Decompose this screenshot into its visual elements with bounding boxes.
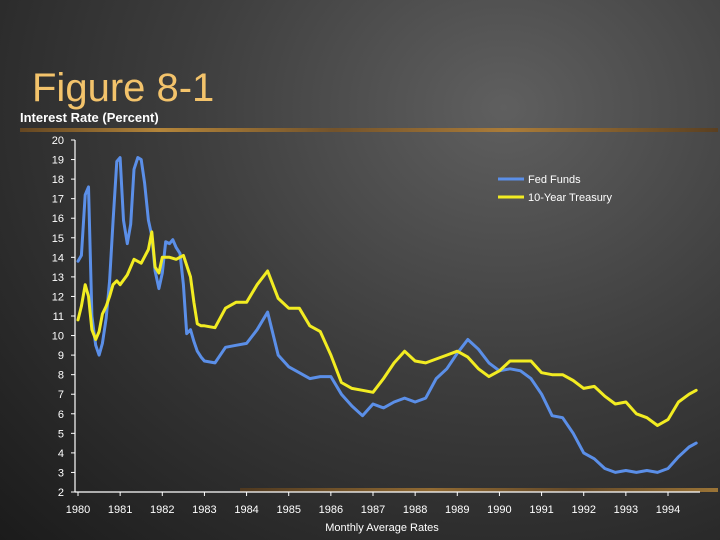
y-tick-label: 18: [52, 174, 64, 186]
y-tick-label: 10: [52, 331, 64, 343]
y-tick-label: 13: [52, 272, 64, 284]
y-tick-label: 11: [53, 311, 64, 323]
x-tick-label: 1980: [66, 504, 90, 516]
x-tick-label: 1985: [276, 504, 300, 516]
y-tick-label: 15: [52, 233, 64, 245]
y-tick-label: 2: [58, 487, 64, 499]
y-tick-label: 7: [58, 389, 64, 401]
y-tick-label: 6: [58, 409, 64, 421]
y-tick-label: 19: [52, 155, 64, 167]
x-tick-label: 1988: [403, 504, 427, 516]
series-line-10-year-treasury: [76, 230, 698, 427]
x-tick-label: 1982: [150, 504, 174, 516]
x-tick-label: 1990: [487, 504, 511, 516]
y-axis-ticks: 20 19 18 17 16 15 14 13 12 11 10 9 8 7 6 5 4 3 2: [52, 135, 75, 499]
x-tick-label: 1993: [614, 504, 638, 516]
x-tick-label: 1987: [361, 504, 385, 516]
x-tick-label: 1991: [529, 504, 553, 516]
x-tick-label: 1994: [656, 504, 680, 516]
slide-title: Figure 8-1: [32, 66, 215, 110]
y-tick-label: 8: [58, 370, 64, 382]
y-tick-label: 20: [52, 135, 64, 147]
y-tick-label: 3: [58, 467, 64, 479]
y-axis-title: Interest Rate (Percent): [20, 110, 159, 125]
y-tick-label: 4: [58, 448, 64, 460]
x-axis-title: Monthly Average Rates: [325, 522, 439, 534]
y-tick-label: 9: [58, 350, 64, 362]
x-tick-label: 1992: [571, 504, 595, 516]
y-tick-label: 14: [52, 252, 64, 264]
x-tick-label: 1986: [319, 504, 343, 516]
legend-label: 10-Year Treasury: [528, 192, 612, 204]
x-axis-ticks: 1980 1981 1982 1983 1984 1985 1986 1987 1988 1989…: [66, 492, 680, 516]
y-tick-label: 5: [58, 428, 64, 440]
legend-label: Fed Funds: [528, 174, 581, 186]
x-tick-label: 1983: [192, 504, 216, 516]
title-divider: [20, 128, 718, 132]
y-tick-label: 17: [52, 194, 64, 206]
y-tick-label: 16: [52, 213, 64, 225]
x-tick-label: 1984: [234, 504, 258, 516]
bottom-divider: [240, 488, 718, 492]
x-tick-label: 1981: [108, 504, 132, 516]
chart-legend: Fed Funds 10-Year Treasury: [498, 174, 612, 204]
x-tick-label: 1989: [445, 504, 469, 516]
series-layer: [76, 156, 698, 474]
series-line-fed-funds: [76, 156, 698, 474]
y-tick-label: 12: [52, 291, 64, 303]
